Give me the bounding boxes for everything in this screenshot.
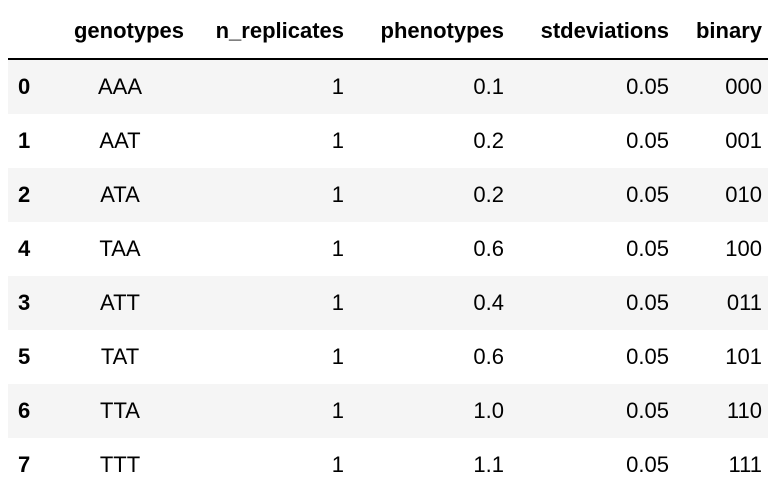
cell-genotypes: ATA	[100, 182, 140, 207]
cell-genotypes: TAT	[100, 344, 140, 369]
cell-stdeviations: 0.05	[626, 236, 669, 261]
cell-phenotypes: 0.1	[473, 74, 504, 99]
cell-n-replicates: 1	[331, 128, 344, 153]
table-row: 6 TTA 1 1.0 0.05 110	[8, 384, 768, 438]
row-index: 4	[18, 236, 31, 261]
header-row: genotypes n_replicates phenotypes stdevi…	[8, 4, 768, 60]
table-row: 5 TAT 1 0.6 0.05 101	[8, 330, 768, 384]
cell-genotypes: TTA	[100, 398, 140, 423]
dataframe-table: genotypes n_replicates phenotypes stdevi…	[8, 4, 768, 492]
cell-binary: 000	[725, 74, 762, 99]
header-genotypes: genotypes	[50, 4, 190, 60]
row-index: 7	[18, 452, 31, 477]
row-index: 0	[18, 74, 31, 99]
cell-n-replicates: 1	[331, 74, 344, 99]
row-index: 2	[18, 182, 31, 207]
table-row: 3 ATT 1 0.4 0.05 011	[8, 276, 768, 330]
cell-binary: 111	[728, 452, 762, 477]
cell-genotypes: AAA	[97, 74, 143, 99]
cell-phenotypes: 0.2	[473, 128, 504, 153]
cell-binary: 001	[725, 128, 762, 153]
cell-phenotypes: 0.6	[473, 344, 504, 369]
table-row: 1 AAT 1 0.2 0.05 001	[8, 114, 768, 168]
header-phenotypes: phenotypes	[350, 4, 510, 60]
cell-n-replicates: 1	[331, 344, 344, 369]
table-header: genotypes n_replicates phenotypes stdevi…	[8, 4, 768, 60]
header-n-replicates: n_replicates	[190, 4, 350, 60]
table-row: 4 TAA 1 0.6 0.05 100	[8, 222, 768, 276]
cell-genotypes: TAA	[99, 236, 141, 261]
cell-stdeviations: 0.05	[626, 74, 669, 99]
cell-binary: 011	[726, 290, 762, 315]
cell-binary: 101	[725, 344, 762, 369]
header-binary: binary	[675, 4, 768, 60]
cell-n-replicates: 1	[331, 236, 344, 261]
cell-stdeviations: 0.05	[626, 398, 669, 423]
row-index: 3	[18, 290, 31, 315]
cell-genotypes: TTT	[99, 452, 141, 477]
header-index	[8, 4, 50, 60]
cell-n-replicates: 1	[331, 290, 344, 315]
cell-phenotypes: 1.0	[473, 398, 504, 423]
header-stdeviations: stdeviations	[510, 4, 675, 60]
table-row: 0 AAA 1 0.1 0.05 000	[8, 59, 768, 114]
cell-phenotypes: 0.2	[473, 182, 504, 207]
row-index: 6	[18, 398, 31, 423]
table-body: 0 AAA 1 0.1 0.05 000 1 AAT 1 0.2 0.05 001 2 ATA 1 0.2 0.…	[8, 59, 768, 492]
cell-stdeviations: 0.05	[626, 128, 669, 153]
cell-binary: 100	[725, 236, 762, 261]
row-index: 1	[18, 128, 31, 153]
cell-genotypes: ATT	[100, 290, 140, 315]
cell-phenotypes: 0.4	[473, 290, 504, 315]
cell-stdeviations: 0.05	[626, 452, 669, 477]
cell-genotypes: AAT	[99, 128, 141, 153]
cell-n-replicates: 1	[331, 398, 344, 423]
cell-phenotypes: 0.6	[473, 236, 504, 261]
cell-n-replicates: 1	[331, 182, 344, 207]
cell-stdeviations: 0.05	[626, 290, 669, 315]
table-row: 7 TTT 1 1.1 0.05 111	[8, 438, 768, 492]
cell-binary: 010	[725, 182, 762, 207]
row-index: 5	[18, 344, 31, 369]
cell-binary: 110	[726, 398, 762, 423]
cell-n-replicates: 1	[331, 452, 344, 477]
cell-stdeviations: 0.05	[626, 182, 669, 207]
cell-phenotypes: 1.1	[473, 452, 504, 477]
table-row: 2 ATA 1 0.2 0.05 010	[8, 168, 768, 222]
cell-stdeviations: 0.05	[626, 344, 669, 369]
